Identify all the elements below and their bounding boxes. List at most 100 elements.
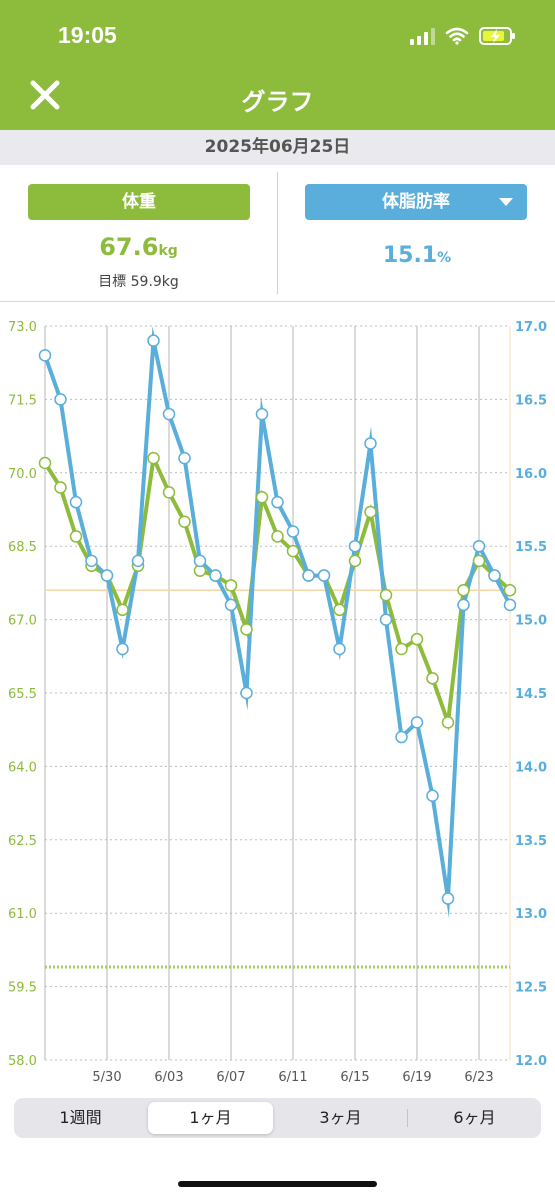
body-fat-number: 15.1 <box>382 243 438 268</box>
left-axis-tick-label: 59.5 <box>8 981 37 996</box>
right-axis-tick-label: 15.0 <box>515 614 547 629</box>
chart-series-points <box>38 334 517 905</box>
right-axis-tick-label: 16.0 <box>515 467 547 482</box>
body-fat-data-point <box>286 525 300 538</box>
x-axis-tick-label: 6/03 <box>154 1070 183 1085</box>
body-fat-data-point <box>178 451 191 465</box>
right-axis-tick-label: 12.0 <box>515 1054 547 1069</box>
right-axis-tick-label: 12.5 <box>515 981 547 996</box>
body-fat-unit: % <box>437 250 452 266</box>
body-fat-data-point <box>193 554 207 568</box>
battery-charging-icon <box>479 27 515 45</box>
body-fat-data-point <box>457 598 470 612</box>
wifi-icon <box>445 27 469 45</box>
weight-data-point <box>162 486 176 499</box>
right-axis-tick-label: 16.5 <box>515 393 547 408</box>
body-fat-data-point <box>224 598 238 612</box>
body-fat-value: 15.1% <box>279 243 555 268</box>
body-fat-data-point <box>410 716 424 729</box>
body-fat-data-point <box>209 569 222 582</box>
body-fat-label: 体脂肪率 <box>382 192 450 212</box>
weight-data-point <box>271 530 284 543</box>
weight-data-point <box>364 505 377 519</box>
weight-value: 67.6kg <box>0 233 277 261</box>
home-indicator <box>178 1181 377 1187</box>
body-fat-data-point <box>100 569 114 582</box>
left-axis-tick-label: 58.0 <box>8 1054 37 1069</box>
weight-data-point <box>410 632 424 646</box>
body-fat-data-point <box>255 407 269 421</box>
panel-divider <box>277 172 278 294</box>
right-axis-tick-label: 14.0 <box>515 760 547 775</box>
body-fat-data-point <box>271 495 284 509</box>
status-time: 19:05 <box>58 22 117 48</box>
page-title: グラフ <box>241 88 314 116</box>
body-fat-data-point <box>503 598 517 612</box>
weight-unit: kg <box>158 243 178 259</box>
status-icons <box>410 26 517 46</box>
body-fat-data-point <box>162 407 176 421</box>
right-axis-tick-label: 14.5 <box>515 687 547 702</box>
weight-number: 67.6 <box>99 233 159 261</box>
body-fat-data-point <box>333 642 346 656</box>
period-tab-6months[interactable]: 6ヶ月 <box>453 1108 496 1127</box>
weight-panel: 体重 67.6kg 目標 59.9kg <box>0 165 277 302</box>
body-fat-data-point <box>472 539 486 553</box>
left-axis-tick-label: 61.0 <box>8 907 37 922</box>
period-tab-1week[interactable]: 1週間 <box>59 1108 102 1127</box>
body-fat-dropdown[interactable]: 体脂肪率 <box>305 184 527 220</box>
period-selector: 1週間 1ヶ月 3ヶ月 6ヶ月 <box>14 1098 541 1138</box>
body-fat-data-point <box>69 495 83 509</box>
weight-button[interactable]: 体重 <box>28 184 250 220</box>
chart-axis-labels: 73.0 17.0 71.5 16.5 70.0 16.0 68.5 15.5 67.0 15.0… <box>8 320 547 1085</box>
weight-data-point <box>457 583 470 597</box>
left-axis-tick-label: 67.0 <box>8 614 37 629</box>
weight-data-point <box>54 481 67 494</box>
left-axis-tick-label: 65.5 <box>8 687 37 702</box>
chevron-down-icon <box>499 198 513 206</box>
body-fat-data-point <box>426 789 439 803</box>
date-label: 2025年06月25日 <box>0 130 555 165</box>
body-fat-data-point <box>302 569 315 582</box>
chart-grid <box>44 325 511 1061</box>
app-header: 19:05 グラフ <box>0 0 555 130</box>
period-tab-1month[interactable]: 1ヶ月 <box>148 1102 273 1134</box>
left-axis-tick-label: 70.0 <box>8 467 37 482</box>
body-fat-data-point <box>240 686 253 700</box>
weight-data-point <box>147 451 160 465</box>
chart-reference-lines <box>45 589 510 969</box>
x-axis-tick-label: 6/19 <box>402 1070 431 1085</box>
x-axis-tick-label: 6/23 <box>464 1070 493 1085</box>
body-fat-data-point <box>85 554 98 568</box>
weight-data-point <box>178 515 191 528</box>
goal-weight: 目標 59.9kg <box>98 274 179 290</box>
body-fat-data-point <box>379 613 393 626</box>
body-fat-data-point <box>395 730 408 744</box>
period-tab-3months[interactable]: 3ヶ月 <box>319 1108 362 1127</box>
left-axis-tick-label: 73.0 <box>8 320 37 335</box>
weight-data-point <box>286 544 300 558</box>
weight-data-point <box>348 554 362 568</box>
weight-data-point <box>379 588 393 602</box>
left-axis-tick-label: 71.5 <box>8 393 37 408</box>
body-fat-panel: 体脂肪率 15.1% <box>279 165 555 302</box>
right-axis-tick-label: 13.0 <box>515 907 547 922</box>
weight-data-point <box>426 672 439 685</box>
right-axis-tick-label: 17.0 <box>515 320 547 335</box>
body-fat-data-point <box>116 642 129 656</box>
weight-data-point <box>69 530 83 543</box>
weight-data-point <box>472 554 486 568</box>
left-axis-tick-label: 64.0 <box>8 760 37 775</box>
body-fat-data-point <box>317 569 331 582</box>
cellular-signal-icon <box>410 27 435 45</box>
weight-bodyfat-chart: 73.0 17.0 71.5 16.5 70.0 16.0 68.5 15.5 67.0 15.0… <box>8 320 547 1085</box>
body-fat-data-point <box>54 393 67 406</box>
weight-data-point <box>255 491 269 504</box>
body-fat-data-point <box>147 334 160 347</box>
weight-data-point <box>333 603 346 617</box>
right-axis-tick-label: 15.5 <box>515 540 547 555</box>
weight-data-point <box>503 583 517 597</box>
x-axis-tick-label: 6/07 <box>216 1070 245 1085</box>
weight-data-point <box>224 579 238 592</box>
close-icon[interactable] <box>28 78 62 112</box>
